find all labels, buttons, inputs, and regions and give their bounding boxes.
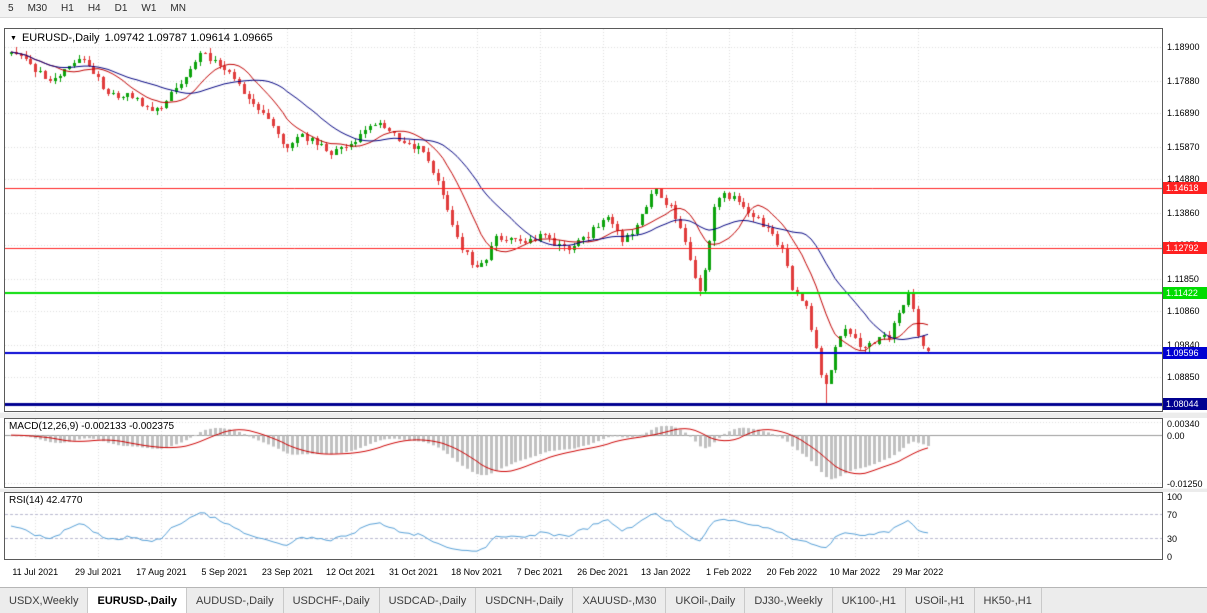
tab-ukoil-daily[interactable]: UKOil-,Daily	[666, 588, 746, 613]
date-label: 29 Mar 2022	[892, 567, 944, 577]
timeframe-button-5[interactable]: 5	[8, 3, 14, 14]
timeframe-button-mn[interactable]: MN	[170, 3, 186, 14]
macd-indicator-label: MACD(12,26,9) -0.002133 -0.002375	[9, 421, 175, 432]
level-price-badge: 1.11422	[1163, 286, 1207, 299]
panel-separator[interactable]	[0, 488, 1207, 492]
symbol-dropdown-icon[interactable]: ▼	[10, 34, 17, 42]
rsi-axis-label: 70	[1167, 510, 1178, 520]
tab-audusd-daily[interactable]: AUDUSD-,Daily	[187, 588, 284, 613]
tab-dj30-weekly[interactable]: DJ30-,Weekly	[745, 588, 833, 613]
macd-indicator-panel	[4, 418, 1163, 488]
price-axis: 1.18900 1.17880 1.16890 1.15870 1.14880 1.138…	[1163, 19, 1207, 613]
macd-axis-label: 0.00340	[1167, 419, 1200, 429]
date-label: 31 Oct 2021	[389, 567, 439, 577]
date-label: 17 Aug 2021	[136, 567, 187, 577]
chart-header: ▼ EURUSD-,Daily 1.09742 1.09787 1.09614 …	[10, 32, 273, 44]
main-chart-canvas[interactable]	[5, 29, 1162, 411]
chart-symbol-label: EURUSD-,Daily	[21, 32, 100, 44]
timeframe-toolbar: 5 M30 H1 H4 D1 W1 MN	[0, 0, 1207, 18]
price-axis-label: 1.15870	[1167, 141, 1200, 152]
price-axis-label: 1.11850	[1167, 273, 1199, 284]
tab-usoil-h1[interactable]: USOil-,H1	[906, 588, 975, 613]
tab-xauusd-m30[interactable]: XAUUSD-,M30	[573, 588, 667, 613]
tab-usdchf-daily[interactable]: USDCHF-,Daily	[284, 588, 380, 613]
rsi-axis-label: 100	[1167, 492, 1183, 502]
price-axis-label: 1.09840	[1167, 339, 1200, 350]
chart-ohlc-values: 1.09742 1.09787 1.09614 1.09665	[104, 32, 273, 44]
date-label: 5 Sep 2021	[201, 567, 248, 577]
date-label: 7 Dec 2021	[516, 567, 563, 577]
date-axis: 11 Jul 2021 29 Jul 2021 17 Aug 2021 5 Sep 2…	[4, 560, 1163, 586]
date-label: 13 Jan 2022	[640, 567, 691, 577]
tab-usdcnh-daily[interactable]: USDCNH-,Daily	[476, 588, 574, 613]
timeframe-button-h4[interactable]: H4	[87, 3, 101, 14]
main-chart-panel	[4, 28, 1163, 412]
rsi-indicator-label: RSI(14) 42.4770	[9, 495, 83, 506]
date-label: 26 Dec 2021	[577, 567, 629, 577]
timeframe-button-w1[interactable]: W1	[141, 3, 157, 14]
price-axis-label: 1.10860	[1167, 306, 1200, 317]
price-axis-label: 1.18900	[1167, 41, 1200, 52]
rsi-canvas[interactable]	[5, 493, 1162, 559]
tab-eurusd-daily[interactable]: EURUSD-,Daily	[88, 588, 187, 613]
tab-usdx-weekly[interactable]: USDX,Weekly	[0, 588, 89, 613]
macd-axis-label: 0.00	[1167, 431, 1185, 442]
level-price-badge: 1.09596	[1163, 346, 1207, 359]
timeframe-button-d1[interactable]: D1	[114, 3, 128, 14]
level-price-badge: 1.14618	[1163, 181, 1207, 194]
date-label: 12 Oct 2021	[325, 567, 376, 577]
price-axis-label: 1.14880	[1167, 174, 1200, 185]
price-axis-label: 1.17880	[1167, 75, 1200, 86]
level-price-badge: 1.08044	[1163, 397, 1207, 410]
date-label: 11 Jul 2021	[12, 567, 59, 577]
date-label: 18 Nov 2021	[451, 567, 503, 577]
date-label: 10 Mar 2022	[829, 567, 881, 577]
panel-separator[interactable]	[0, 412, 1207, 418]
timeframe-button-m30[interactable]: M30	[27, 3, 48, 14]
date-label: 23 Sep 2021	[261, 567, 313, 577]
chart-tab-bar: USDX,Weekly EURUSD-,Daily AUDUSD-,Daily USD…	[0, 587, 1207, 613]
price-axis-label: 1.13860	[1167, 207, 1200, 218]
price-axis-label: 1.16890	[1167, 108, 1200, 119]
rsi-axis-label: 30	[1167, 534, 1178, 544]
macd-canvas[interactable]	[5, 419, 1162, 487]
macd-axis-label: -0.01250	[1167, 479, 1203, 490]
price-axis-label: 1.08850	[1167, 372, 1200, 383]
rsi-axis-label: 0	[1167, 552, 1173, 562]
tab-uk100-h1[interactable]: UK100-,H1	[833, 588, 906, 613]
date-label: 1 Feb 2022	[706, 567, 752, 577]
date-label: 20 Feb 2022	[766, 567, 818, 577]
tab-hk50-h1[interactable]: HK50-,H1	[975, 588, 1042, 613]
level-price-badge: 1.12792	[1163, 241, 1207, 254]
timeframe-button-h1[interactable]: H1	[61, 3, 74, 14]
rsi-indicator-panel	[4, 492, 1163, 560]
date-label: 29 Jul 2021	[75, 567, 122, 577]
tab-usdcad-daily[interactable]: USDCAD-,Daily	[380, 588, 477, 613]
